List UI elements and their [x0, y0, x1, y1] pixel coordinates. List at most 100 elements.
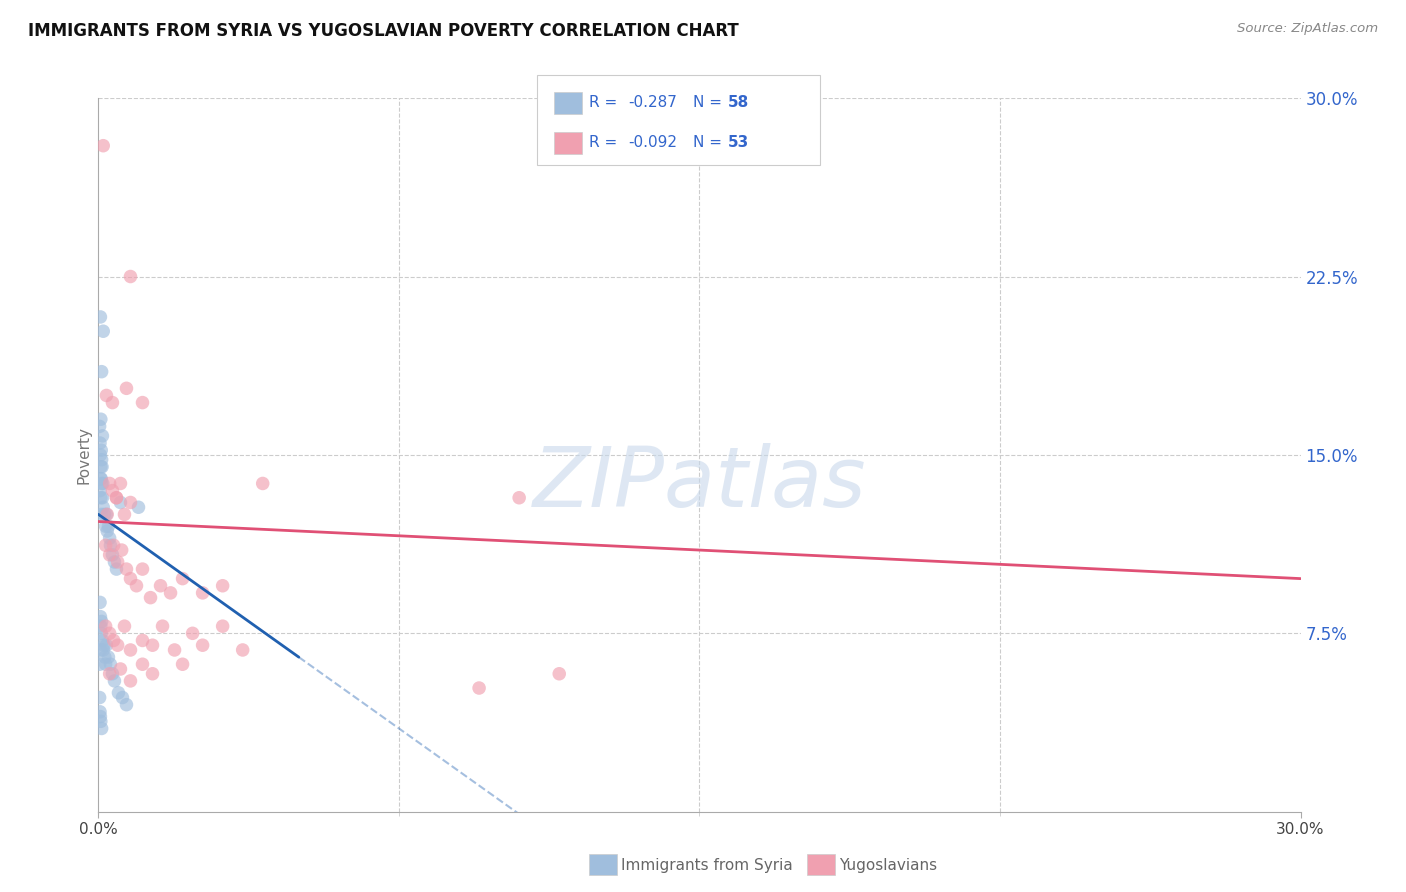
Point — [163, 643, 186, 657]
Point — [107, 686, 129, 700]
Point — [181, 626, 204, 640]
Point — [90, 412, 112, 426]
Text: R =: R = — [589, 95, 623, 110]
Point — [508, 491, 530, 505]
Point — [96, 524, 118, 538]
Point — [120, 673, 142, 688]
Point — [91, 138, 114, 153]
Text: 58: 58 — [728, 95, 749, 110]
Point — [91, 491, 114, 505]
Point — [91, 476, 114, 491]
Point — [211, 579, 233, 593]
Point — [105, 562, 128, 576]
Point — [89, 709, 111, 723]
Point — [96, 508, 118, 522]
Point — [131, 395, 153, 409]
Point — [97, 650, 120, 665]
Point — [90, 443, 112, 458]
Text: Yugoslavians: Yugoslavians — [839, 858, 938, 872]
Point — [152, 619, 174, 633]
Point — [89, 690, 111, 705]
Point — [548, 666, 571, 681]
Point — [159, 586, 181, 600]
Point — [120, 643, 142, 657]
Point — [232, 643, 254, 657]
Point — [103, 673, 125, 688]
Point — [89, 419, 111, 434]
Point — [91, 643, 114, 657]
Point — [89, 705, 111, 719]
Point — [110, 495, 132, 509]
Point — [91, 429, 114, 443]
Point — [93, 508, 115, 522]
Point — [90, 472, 112, 486]
Point — [111, 543, 134, 558]
Point — [125, 579, 148, 593]
Point — [191, 638, 214, 652]
Point — [93, 638, 115, 652]
Point — [107, 638, 129, 652]
Text: ZIPatlas: ZIPatlas — [533, 443, 866, 524]
Point — [94, 650, 117, 665]
Point — [131, 562, 153, 576]
Text: N =: N = — [693, 95, 727, 110]
Point — [115, 562, 138, 576]
Point — [105, 491, 128, 505]
Point — [115, 698, 138, 712]
Point — [149, 579, 172, 593]
Point — [90, 714, 112, 729]
Point — [90, 615, 112, 629]
Point — [252, 476, 274, 491]
Text: -0.092: -0.092 — [628, 136, 678, 150]
Point — [94, 619, 117, 633]
Point — [89, 595, 111, 609]
Point — [105, 491, 128, 505]
Point — [468, 681, 491, 695]
Point — [101, 483, 124, 498]
Y-axis label: Poverty: Poverty — [76, 425, 91, 484]
Point — [103, 633, 125, 648]
Point — [98, 626, 121, 640]
Point — [91, 633, 114, 648]
Point — [89, 657, 111, 672]
Point — [90, 491, 112, 505]
Point — [90, 722, 112, 736]
Text: Immigrants from Syria: Immigrants from Syria — [621, 858, 793, 872]
Point — [97, 519, 120, 533]
Point — [131, 657, 153, 672]
Point — [96, 388, 118, 402]
Point — [191, 586, 214, 600]
Point — [101, 666, 124, 681]
Text: 53: 53 — [728, 136, 749, 150]
Point — [90, 365, 112, 379]
Point — [91, 500, 114, 515]
Point — [103, 555, 125, 569]
Point — [101, 548, 124, 562]
Point — [98, 548, 121, 562]
Text: Source: ZipAtlas.com: Source: ZipAtlas.com — [1237, 22, 1378, 36]
Point — [96, 508, 118, 522]
Point — [115, 381, 138, 395]
Point — [98, 476, 121, 491]
Point — [89, 643, 111, 657]
Point — [98, 666, 121, 681]
Point — [98, 531, 121, 545]
Point — [90, 459, 112, 474]
Point — [90, 452, 112, 467]
Point — [89, 609, 111, 624]
Point — [89, 448, 111, 462]
Point — [107, 555, 129, 569]
Point — [90, 476, 112, 491]
Point — [172, 572, 194, 586]
Point — [111, 690, 134, 705]
Point — [94, 538, 117, 552]
Point — [96, 638, 118, 652]
Point — [94, 657, 117, 672]
Point — [90, 619, 112, 633]
Point — [89, 483, 111, 498]
Point — [172, 657, 194, 672]
Point — [90, 472, 112, 486]
Point — [89, 310, 111, 324]
Point — [114, 619, 136, 633]
Point — [89, 436, 111, 450]
